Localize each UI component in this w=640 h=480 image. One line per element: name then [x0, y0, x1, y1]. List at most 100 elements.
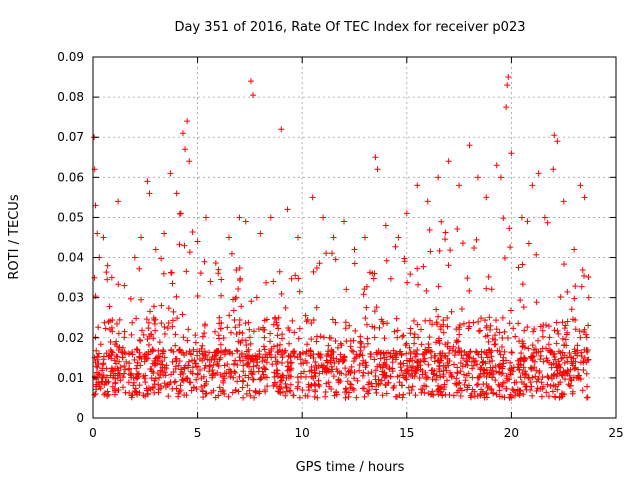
data-point: [470, 319, 477, 326]
data-point: [535, 337, 542, 344]
data-point: [317, 354, 324, 361]
data-point: [93, 347, 100, 354]
data-point: [201, 258, 208, 265]
data-point: [465, 382, 472, 389]
data-point: [95, 370, 102, 377]
data-point: [307, 352, 314, 359]
data-point: [327, 358, 334, 365]
data-point: [189, 357, 196, 364]
data-point: [243, 390, 250, 397]
data-point: [261, 346, 268, 353]
data-point: [302, 312, 309, 319]
data-point: [576, 372, 583, 379]
data-point: [100, 360, 107, 367]
data-point: [496, 393, 503, 400]
data-point: [94, 354, 101, 361]
data-point: [431, 352, 438, 359]
data-point: [239, 384, 246, 391]
data-point: [544, 219, 551, 226]
data-point: [404, 279, 411, 286]
data-point: [385, 349, 392, 356]
data-point: [257, 230, 264, 237]
data-point: [499, 344, 506, 351]
data-point: [335, 358, 342, 365]
data-point: [525, 240, 532, 247]
data-point: [106, 303, 113, 310]
data-point: [256, 390, 263, 397]
data-point: [501, 255, 508, 262]
data-point: [397, 361, 404, 368]
data-point: [304, 393, 311, 400]
data-point: [291, 353, 298, 360]
y-tick-label: 0.03: [57, 291, 84, 305]
data-point: [313, 265, 320, 272]
data-point: [471, 244, 478, 251]
data-point: [489, 364, 496, 371]
data-point: [176, 241, 183, 248]
data-point: [380, 320, 387, 327]
x-tick-label: 20: [504, 426, 519, 440]
data-point: [463, 357, 470, 364]
data-point: [221, 362, 228, 369]
data-point: [484, 332, 491, 339]
data-point: [194, 348, 201, 355]
data-point: [162, 384, 169, 391]
data-point: [527, 386, 534, 393]
data-point: [115, 281, 122, 288]
data-point: [464, 362, 471, 369]
data-point: [227, 373, 234, 380]
data-point: [456, 379, 463, 386]
data-point: [206, 349, 213, 356]
data-point: [325, 379, 332, 386]
data-point: [549, 388, 556, 395]
data-point: [348, 347, 355, 354]
data-point: [121, 362, 128, 369]
data-point: [426, 226, 433, 233]
data-point: [500, 379, 507, 386]
data-point: [212, 328, 219, 335]
data-point: [116, 358, 123, 365]
data-point: [201, 365, 208, 372]
data-point: [517, 297, 524, 304]
data-point: [175, 390, 182, 397]
data-point: [436, 247, 443, 254]
data-point: [579, 266, 586, 273]
data-point: [246, 326, 253, 333]
data-point: [359, 360, 366, 367]
data-point: [251, 394, 258, 401]
data-point: [105, 391, 112, 398]
data-point: [243, 348, 250, 355]
data-point: [283, 384, 290, 391]
data-point: [169, 358, 176, 365]
data-point: [398, 367, 405, 374]
data-point: [383, 390, 390, 397]
data-point: [443, 367, 450, 374]
data-point: [550, 166, 557, 173]
data-point: [228, 329, 235, 336]
data-point: [99, 375, 106, 382]
data-point: [411, 340, 418, 347]
data-point: [466, 349, 473, 356]
data-point: [559, 391, 566, 398]
data-point: [381, 354, 388, 361]
data-point: [412, 368, 419, 375]
data-point: [278, 351, 285, 358]
data-point: [559, 349, 566, 356]
data-point: [347, 343, 354, 350]
data-point: [108, 365, 115, 372]
data-point: [169, 317, 176, 324]
data-point: [564, 329, 571, 336]
data-point: [562, 336, 569, 343]
data-point: [454, 226, 461, 233]
data-point: [225, 234, 232, 241]
data-point: [307, 347, 314, 354]
data-point: [323, 250, 330, 257]
data-point: [495, 381, 502, 388]
data-point: [508, 349, 515, 356]
data-point: [521, 327, 528, 334]
data-point: [315, 351, 322, 358]
data-point: [169, 323, 176, 330]
data-point: [484, 354, 491, 361]
data-point: [581, 194, 588, 201]
data-point: [187, 350, 194, 357]
